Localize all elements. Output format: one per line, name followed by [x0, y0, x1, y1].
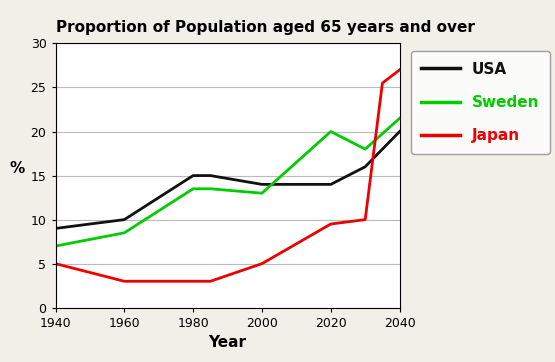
Y-axis label: %: % [9, 161, 24, 176]
Text: Proportion of Population aged 65 years and over: Proportion of Population aged 65 years a… [56, 20, 475, 35]
X-axis label: Year: Year [209, 335, 246, 350]
Legend: USA, Sweden, Japan: USA, Sweden, Japan [411, 51, 550, 154]
